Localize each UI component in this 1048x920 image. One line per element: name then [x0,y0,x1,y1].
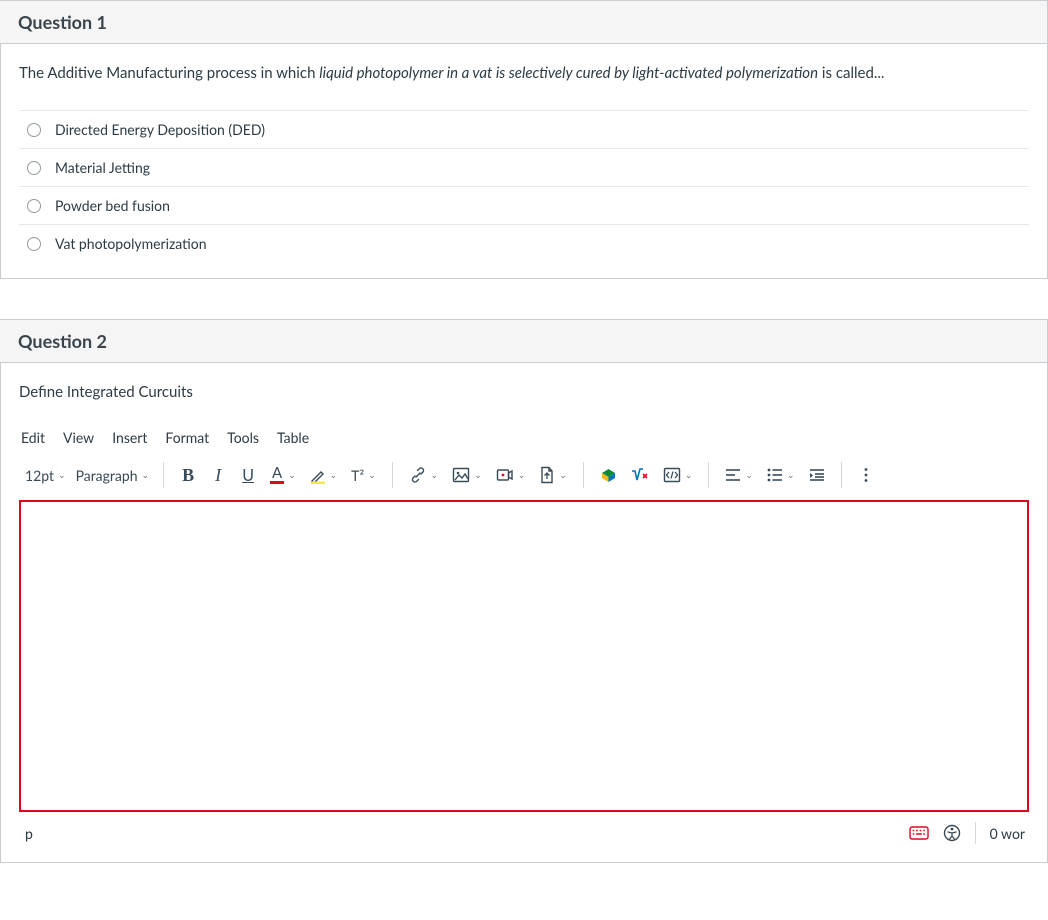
editor-textarea[interactable] [19,500,1029,812]
answer-option[interactable]: Directed Energy Deposition (DED) [19,111,1029,149]
toolbar-separator [841,462,842,488]
menu-insert[interactable]: Insert [112,429,147,446]
menu-view[interactable]: View [63,429,94,446]
chevron-down-icon: ⌄ [58,469,66,481]
question-2-text: Define Integrated Curcuits [19,383,1029,401]
word-count[interactable]: 0 wor [990,825,1025,842]
chevron-down-icon: ⌄ [685,469,693,481]
menu-tools[interactable]: Tools [227,429,259,446]
question-2-body: Define Integrated Curcuits Edit View Ins… [1,363,1047,862]
bullet-list-icon [767,468,783,482]
toolbar-separator [392,462,393,488]
question-1-card: Question 1 The Additive Manufacturing pr… [0,0,1048,279]
align-icon [725,468,741,482]
toolbar-separator [163,462,164,488]
chevron-down-icon: ⌄ [330,469,338,481]
radio-icon[interactable] [27,161,41,175]
image-icon [452,467,470,483]
menu-format[interactable]: Format [165,429,209,446]
chevron-down-icon: ⌄ [142,469,150,481]
answer-label: Material Jetting [55,159,150,176]
rich-text-editor: Edit View Insert Format Tools Table 12pt… [19,423,1029,846]
font-size-label: 12pt [25,467,54,484]
answer-option[interactable]: Vat photopolymerization [19,225,1029,262]
answer-option[interactable]: Material Jetting [19,149,1029,187]
document-icon [539,466,555,484]
embed-icon [663,467,681,483]
chevron-down-icon: ⌄ [518,469,526,481]
indent-button[interactable] [803,460,831,490]
bold-button[interactable]: B [174,460,202,490]
question-2-card: Question 2 Define Integrated Curcuits Ed… [0,319,1048,863]
toolbar-separator [583,462,584,488]
question-1-text: The Additive Manufacturing process in wh… [19,64,1029,82]
chevron-down-icon: ⌄ [288,469,296,481]
toolbar-separator [708,462,709,488]
answer-label: Vat photopolymerization [55,235,207,252]
chevron-down-icon: ⌄ [559,469,567,481]
media-button[interactable]: ⌄ [490,460,532,490]
highlighter-icon [310,467,326,484]
media-record-icon [496,467,514,483]
editor-path[interactable]: p [25,825,33,842]
math-equation-button[interactable] [625,460,655,490]
link-button[interactable]: ⌄ [403,460,445,490]
radio-icon[interactable] [27,123,41,137]
menu-table[interactable]: Table [277,429,309,446]
question-2-title: Question 2 [0,320,1047,363]
document-button[interactable]: ⌄ [533,460,573,490]
accessibility-icon[interactable] [943,824,961,842]
q1-text-italic: liquid photopolymer in a vat is selectiv… [319,64,818,82]
apps-button[interactable] [594,460,623,490]
indent-icon [809,468,825,482]
chevron-down-icon: ⌄ [431,469,439,481]
math-icon [631,467,649,483]
menu-edit[interactable]: Edit [21,429,45,446]
answer-option[interactable]: Powder bed fusion [19,187,1029,225]
chevron-down-icon: ⌄ [787,469,795,481]
answer-label: Powder bed fusion [55,197,170,214]
editor-menubar: Edit View Insert Format Tools Table [19,423,1029,456]
chevron-down-icon: ⌄ [368,469,376,481]
question-1-body: The Additive Manufacturing process in wh… [1,44,1047,278]
superscript-label: T² [351,467,364,484]
underline-button[interactable]: U [234,460,262,490]
highlight-color-button[interactable]: ⌄ [304,460,344,490]
link-icon [409,466,427,484]
q1-text-before: The Additive Manufacturing process in wh… [19,64,319,82]
paragraph-style-label: Paragraph [76,467,138,484]
radio-icon[interactable] [27,199,41,213]
q1-text-after: is called... [818,64,884,82]
paragraph-style-select[interactable]: Paragraph ⌄ [72,460,154,490]
embed-button[interactable]: ⌄ [657,460,699,490]
chevron-down-icon: ⌄ [745,469,753,481]
chevron-down-icon: ⌄ [474,469,482,481]
italic-button[interactable]: I [204,460,232,490]
question-1-title: Question 1 [0,1,1047,44]
radio-icon[interactable] [27,237,41,251]
keyboard-shortcut-icon[interactable] [909,826,929,840]
image-button[interactable]: ⌄ [446,460,488,490]
editor-toolbar: 12pt ⌄ Paragraph ⌄ B I U A ⌄ [19,456,1029,500]
text-color-letter: A [272,466,282,481]
text-color-button[interactable]: A ⌄ [264,460,302,490]
more-vertical-icon [863,467,869,483]
list-button[interactable]: ⌄ [761,460,801,490]
superscript-button[interactable]: T² ⌄ [345,460,382,490]
answer-list: Directed Energy Deposition (DED) Materia… [19,110,1029,262]
apps-icon [600,467,617,484]
answer-label: Directed Energy Deposition (DED) [55,121,265,138]
align-button[interactable]: ⌄ [719,460,759,490]
editor-statusbar: p 0 wor [19,812,1029,846]
more-button[interactable] [852,460,880,490]
font-size-select[interactable]: 12pt ⌄ [21,460,70,490]
